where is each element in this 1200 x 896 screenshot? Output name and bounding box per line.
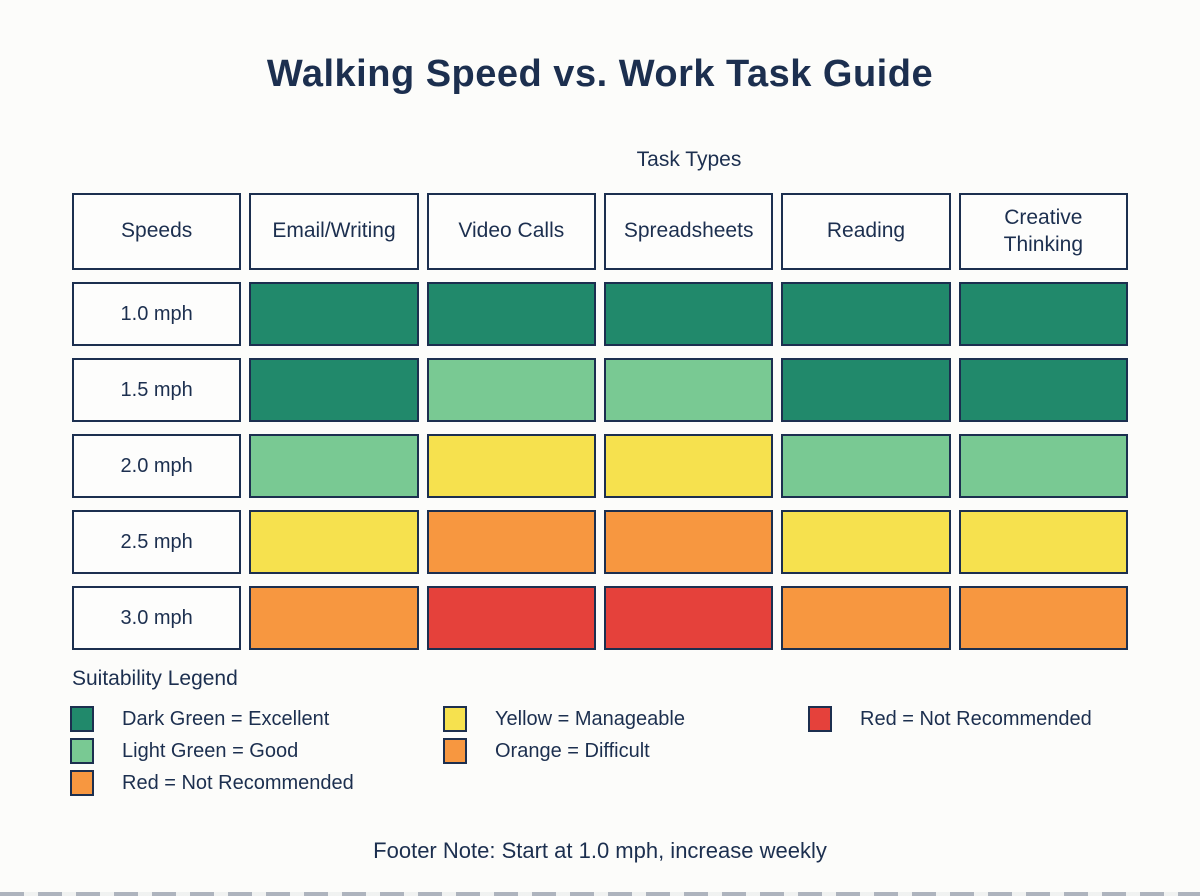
matrix-cell-3-0-mph-creative-thinking [958,586,1128,650]
page-title: Walking Speed vs. Work Task Guide [266,53,934,95]
column-header-spreadsheets: Spreadsheets [603,193,774,270]
orange-swatch-icon [70,770,94,796]
legend-item-label: Orange = Difficult [495,739,650,762]
matrix-cell-2-5-mph-creative-thinking [958,510,1128,574]
light-green-swatch-icon [70,738,94,764]
matrix-cell-2-5-mph-spreadsheets [603,510,774,574]
legend-item-yellow-manageable: Yellow = Manageable [443,706,808,732]
matrix-cell-3-0-mph-spreadsheets [603,586,774,650]
matrix-cell-1-0-mph-video-calls [426,282,596,346]
row-label-3-0-mph: 3.0 mph [72,586,242,650]
legend-item-orange-difficult: Orange = Difficult [443,738,808,764]
matrix-cell-2-0-mph-video-calls [426,434,596,498]
task-types-label: Task Types [636,148,742,171]
row-label-1-5-mph: 1.5 mph [72,358,242,422]
orange-swatch-icon [443,738,467,764]
red-swatch-icon [808,706,832,732]
matrix-cell-1-0-mph-email-writing [249,282,419,346]
legend-item-label: Light Green = Good [122,739,299,762]
column-header-creative-thinking: Creative Thinking [958,193,1128,270]
legend-item-light-green-good: Light Green = Good [70,738,443,764]
legend-title: Suitability Legend [72,667,238,690]
matrix-cell-2-0-mph-creative-thinking [958,434,1128,498]
matrix-cell-3-0-mph-reading [781,586,951,650]
legend-column-2: Red = Not Recommended [808,706,1092,738]
column-header-video-calls: Video Calls [426,193,596,270]
legend-item-label: Dark Green = Excellent [122,707,330,730]
matrix-cell-2-0-mph-reading [781,434,951,498]
legend-item-label: Red = Not Recommended [860,707,1092,730]
legend-column-1: Yellow = Manageable Orange = Difficult [443,706,808,770]
matrix-cell-3-0-mph-email-writing [249,586,419,650]
matrix-cell-1-0-mph-spreadsheets [603,282,774,346]
row-label-2-0-mph: 2.0 mph [72,434,242,498]
matrix-cell-2-0-mph-email-writing [249,434,419,498]
matrix-cell-1-5-mph-creative-thinking [958,358,1128,422]
yellow-swatch-icon [443,706,467,732]
column-header-speeds: Speeds [72,193,242,270]
speed-task-matrix: Speeds Email/Writing Video Calls Spreadshee… [72,193,1128,650]
matrix-cell-1-5-mph-spreadsheets [603,358,774,422]
legend-column-0: Dark Green = Excellent Light Green = Good… [70,706,443,802]
matrix-cell-1-0-mph-creative-thinking [958,282,1128,346]
matrix-cell-3-0-mph-video-calls [426,586,596,650]
row-label-2-5-mph: 2.5 mph [72,510,242,574]
column-header-email-writing: Email/Writing [249,193,419,270]
column-header-reading: Reading [781,193,951,270]
matrix-cell-1-0-mph-reading [781,282,951,346]
matrix-cell-2-5-mph-reading [781,510,951,574]
legend-item-red-not-recommended: Red = Not Recommended [808,706,1092,732]
matrix-cell-2-5-mph-video-calls [426,510,596,574]
legend-item-dark-green-excellent: Dark Green = Excellent [70,706,443,732]
row-label-1-0-mph: 1.0 mph [72,282,242,346]
legend-item-label: Red = Not Recommended [122,771,354,794]
dark-green-swatch-icon [70,706,94,732]
legend-item-red-not-recommended: Red = Not Recommended [70,770,443,796]
matrix-cell-1-5-mph-video-calls [426,358,596,422]
bottom-edge-decoration [0,892,1200,896]
matrix-cell-1-5-mph-reading [781,358,951,422]
suitability-legend: Dark Green = Excellent Light Green = Good… [70,706,1130,802]
legend-item-label: Yellow = Manageable [495,707,685,730]
matrix-cell-2-5-mph-email-writing [249,510,419,574]
matrix-cell-1-5-mph-email-writing [249,358,419,422]
matrix-cell-2-0-mph-spreadsheets [603,434,774,498]
footer-note: Footer Note: Start at 1.0 mph, increase … [373,838,827,863]
